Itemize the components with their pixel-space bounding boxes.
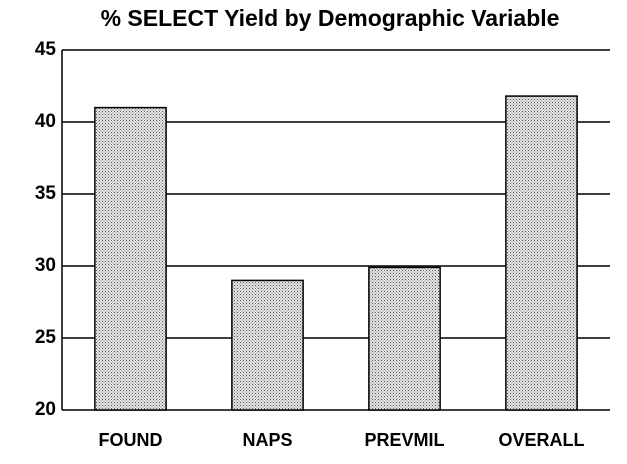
y-tick-label: 40: [35, 111, 56, 132]
y-tick-label: 45: [35, 39, 57, 60]
bar: [94, 106, 167, 411]
y-tick-label: 30: [35, 255, 56, 276]
x-tick-label: NAPS: [242, 430, 292, 450]
bar: [368, 266, 441, 411]
x-tick-label: OVERALL: [498, 430, 584, 450]
x-tick-label: PREVMIL: [364, 430, 444, 450]
bar: [231, 279, 304, 411]
x-tick-label: FOUND: [99, 430, 163, 450]
bar: [505, 95, 578, 411]
y-tick-label: 20: [35, 399, 56, 420]
y-tick-label: 25: [35, 327, 57, 348]
chart-title: % SELECT Yield by Demographic Variable: [101, 5, 560, 31]
y-tick-label: 35: [35, 183, 57, 204]
